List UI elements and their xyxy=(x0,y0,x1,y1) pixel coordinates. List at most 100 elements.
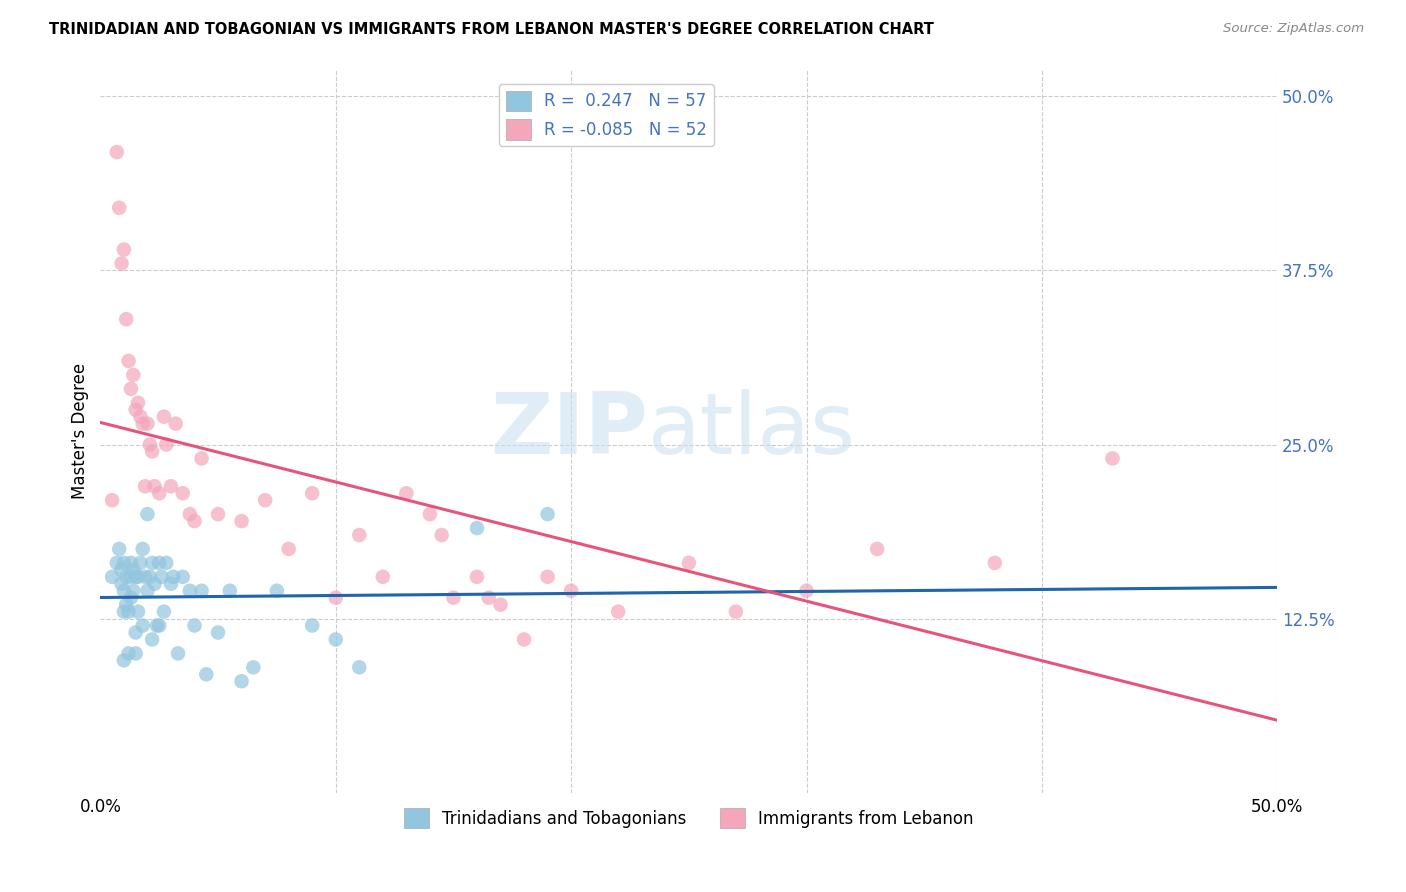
Point xyxy=(134,570,156,584)
Point xyxy=(127,570,149,584)
Point xyxy=(122,563,145,577)
Point xyxy=(607,605,630,619)
Point xyxy=(489,598,512,612)
Point xyxy=(183,618,205,632)
Point xyxy=(155,556,177,570)
Point xyxy=(465,570,488,584)
Point xyxy=(139,570,162,584)
Point xyxy=(108,201,131,215)
Point xyxy=(120,591,142,605)
Point xyxy=(101,570,124,584)
Point xyxy=(349,528,371,542)
Point xyxy=(179,507,201,521)
Point xyxy=(207,507,229,521)
Point xyxy=(560,583,582,598)
Point xyxy=(277,541,299,556)
Point xyxy=(153,409,176,424)
Point xyxy=(132,541,155,556)
Text: atlas: atlas xyxy=(648,389,856,472)
Point xyxy=(796,583,818,598)
Point xyxy=(117,647,139,661)
Point xyxy=(112,243,135,257)
Point xyxy=(430,528,453,542)
Point xyxy=(513,632,536,647)
Point xyxy=(120,570,142,584)
Point xyxy=(301,486,323,500)
Point xyxy=(112,605,135,619)
Point xyxy=(190,583,212,598)
Point xyxy=(866,541,889,556)
Point xyxy=(165,417,187,431)
Point xyxy=(124,625,146,640)
Point xyxy=(172,486,194,500)
Point xyxy=(129,409,152,424)
Point xyxy=(153,605,176,619)
Point xyxy=(150,570,173,584)
Point xyxy=(115,312,138,326)
Y-axis label: Master's Degree: Master's Degree xyxy=(72,362,89,499)
Point xyxy=(167,647,190,661)
Point xyxy=(132,417,155,431)
Point xyxy=(143,479,166,493)
Point xyxy=(136,583,159,598)
Point xyxy=(134,479,156,493)
Point xyxy=(132,618,155,632)
Point xyxy=(146,618,169,632)
Point xyxy=(536,570,558,584)
Point xyxy=(465,521,488,535)
Point xyxy=(127,605,149,619)
Text: ZIP: ZIP xyxy=(489,389,648,472)
Point xyxy=(110,256,132,270)
Point xyxy=(141,444,163,458)
Point xyxy=(136,417,159,431)
Point xyxy=(183,514,205,528)
Point xyxy=(108,541,131,556)
Point xyxy=(218,583,240,598)
Point xyxy=(124,402,146,417)
Point xyxy=(112,583,135,598)
Point xyxy=(129,556,152,570)
Point xyxy=(179,583,201,598)
Point xyxy=(254,493,277,508)
Point xyxy=(117,605,139,619)
Point xyxy=(101,493,124,508)
Point xyxy=(160,479,183,493)
Point xyxy=(115,570,138,584)
Point xyxy=(190,451,212,466)
Point xyxy=(536,507,558,521)
Point xyxy=(120,556,142,570)
Point xyxy=(266,583,288,598)
Point xyxy=(110,563,132,577)
Point xyxy=(124,570,146,584)
Point xyxy=(325,632,347,647)
Point xyxy=(162,570,184,584)
Point xyxy=(242,660,264,674)
Point xyxy=(724,605,747,619)
Point xyxy=(122,368,145,382)
Point xyxy=(195,667,218,681)
Point xyxy=(441,591,464,605)
Point xyxy=(207,625,229,640)
Point xyxy=(139,437,162,451)
Point xyxy=(231,514,253,528)
Point xyxy=(122,583,145,598)
Legend: Trinidadians and Tobagonians, Immigrants from Lebanon: Trinidadians and Tobagonians, Immigrants… xyxy=(398,801,980,835)
Point xyxy=(984,556,1007,570)
Point xyxy=(112,653,135,667)
Point xyxy=(124,647,146,661)
Point xyxy=(115,598,138,612)
Point xyxy=(478,591,501,605)
Point xyxy=(148,486,170,500)
Point xyxy=(349,660,371,674)
Point xyxy=(141,632,163,647)
Point xyxy=(127,395,149,409)
Point xyxy=(120,382,142,396)
Point xyxy=(110,576,132,591)
Text: Source: ZipAtlas.com: Source: ZipAtlas.com xyxy=(1223,22,1364,36)
Point xyxy=(117,354,139,368)
Text: TRINIDADIAN AND TOBAGONIAN VS IMMIGRANTS FROM LEBANON MASTER'S DEGREE CORRELATIO: TRINIDADIAN AND TOBAGONIAN VS IMMIGRANTS… xyxy=(49,22,934,37)
Point xyxy=(148,618,170,632)
Point xyxy=(143,576,166,591)
Point xyxy=(1101,451,1123,466)
Point xyxy=(301,618,323,632)
